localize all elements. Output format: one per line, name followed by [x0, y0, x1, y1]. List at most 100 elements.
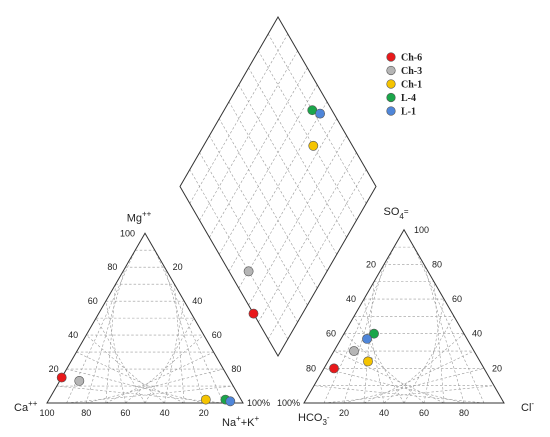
- anion-grid-d2: [323, 385, 495, 404]
- point-ch-1-anion: [363, 356, 373, 367]
- diamond-grid-a: [218, 84, 318, 255]
- anion-grid-d2: [403, 316, 455, 404]
- legend-label-ch-6: Ch-6: [401, 53, 422, 64]
- diamond-grid-a: [199, 50, 298, 221]
- bicarbonate-axis-label: HCO3-: [298, 412, 330, 427]
- cation-bottom-tick: 20: [199, 408, 209, 418]
- diamond-field: [179, 16, 377, 357]
- diamond-grid-a: [209, 67, 308, 238]
- cation-corner-100-label: 100%: [247, 398, 270, 408]
- point-ch-6-diamond: [248, 308, 259, 319]
- diamond-grid-b: [209, 135, 308, 306]
- cation-grid-d1: [95, 317, 146, 404]
- cation-right-tick: 60: [212, 330, 222, 340]
- diamond-grid-b: [228, 101, 328, 272]
- diamond-grid-b: [248, 67, 347, 238]
- anion-grid-d2: [413, 246, 485, 404]
- cation-right-tick: 40: [192, 296, 202, 306]
- point-l-1-diamond: [315, 108, 325, 119]
- diamond-grid-b: [267, 33, 367, 204]
- cation-grid-d1: [86, 334, 165, 404]
- legend-swatch-ch-3: [386, 65, 396, 76]
- anion-grid-d2: [363, 350, 475, 404]
- point-ch-3-anion: [349, 346, 359, 356]
- anion-right-tick: 100: [414, 225, 429, 235]
- point-ch-6-cation: [56, 372, 67, 383]
- anion-left-tick: 20: [366, 259, 376, 269]
- cation-grid-d1: [76, 351, 185, 404]
- anion-left-tick: 80: [306, 363, 316, 373]
- cation-grid-d2: [174, 284, 185, 404]
- legend-label-ch-1: Ch-1: [401, 80, 422, 91]
- data-points: [56, 105, 379, 407]
- diamond-grid-a: [189, 33, 289, 204]
- diamond-grid-b: [189, 169, 289, 340]
- point-l-1-anion: [362, 333, 372, 344]
- grid-lines: [56, 33, 495, 404]
- magnesium-axis-label: Mg++: [127, 209, 152, 224]
- diamond-grid-b: [218, 118, 318, 289]
- cation-triangle: [46, 232, 244, 404]
- anion-grid-d2: [423, 264, 465, 404]
- legend-swatch-ch-1: [386, 79, 396, 89]
- cation-grid-d2: [86, 368, 224, 404]
- cation-grid-d2: [144, 317, 195, 404]
- anion-right-tick: 40: [472, 329, 482, 339]
- diamond-grid-b: [258, 50, 357, 221]
- cation-grid-d2: [125, 334, 204, 404]
- cation-grid-d1: [56, 385, 224, 404]
- diamond-grid-b: [238, 84, 338, 255]
- anion-corner-100-label: 100%: [277, 398, 300, 408]
- legend-swatch-ch-6: [386, 52, 396, 62]
- cation-right-tick: 80: [231, 364, 241, 374]
- anion-bottom-tick: 40: [379, 408, 389, 418]
- cation-left-tick: 60: [88, 296, 98, 306]
- cation-grid-d1: [85, 267, 126, 404]
- sodium-potassium-axis-label: Na++K+: [222, 414, 260, 429]
- point-ch-1-diamond: [308, 140, 319, 151]
- calcium-axis-label: Ca++: [14, 399, 38, 414]
- anion-left-tick: 60: [326, 329, 336, 339]
- anion-grid-d1: [323, 368, 465, 404]
- anion-grid-d1: [333, 350, 445, 404]
- point-ch-1-cation: [200, 394, 211, 405]
- anion-grid-d1: [353, 316, 405, 404]
- diamond-grid-a: [267, 169, 367, 340]
- sulfate-axis-label: SO4=: [383, 206, 408, 221]
- legend-swatch-l-4: [386, 92, 396, 103]
- tick-labels: 100 80 60 40 20 100% 20 40 60 80 100 80 60 40 20 20 40 60…: [39, 225, 502, 418]
- diamond-grid-b: [199, 152, 298, 323]
- anion-triangle: [303, 228, 505, 404]
- diamond-grid-a: [238, 118, 338, 289]
- cation-left-tick: 40: [68, 330, 78, 340]
- anion-right-tick: 80: [432, 259, 442, 269]
- anion-right-tick: 60: [452, 294, 462, 304]
- cation-grid-d2: [66, 385, 234, 404]
- legend-swatch-l-1: [386, 106, 396, 116]
- legend-label-l-1: L-1: [401, 107, 416, 118]
- cation-bottom-tick: 100: [39, 408, 54, 418]
- point-l-1-cation: [225, 396, 236, 407]
- chloride-axis-label: Cl-: [521, 399, 534, 414]
- diamond-grid-a: [228, 101, 328, 272]
- cation-bottom-tick: 40: [160, 408, 170, 418]
- legend: Ch-6 Ch-3 Ch-1 L-4 L-1: [386, 52, 422, 118]
- cation-grid-d2: [154, 250, 224, 404]
- point-ch-3-diamond: [243, 266, 254, 277]
- cation-left-tick: 20: [49, 364, 59, 374]
- point-ch-6-anion: [329, 363, 339, 374]
- cation-left-tick: 80: [107, 262, 117, 272]
- anion-bottom-tick: 20: [339, 408, 349, 418]
- anion-bottom-tick: 60: [419, 408, 429, 418]
- legend-label-ch-3: Ch-3: [401, 66, 422, 77]
- point-ch-3-cation: [74, 375, 85, 386]
- axis-labels: Ca++ Mg++ Na++K+ HCO3- SO4= Cl-: [14, 206, 534, 429]
- cation-right-tick: 20: [173, 262, 183, 272]
- anion-bottom-tick: 80: [459, 408, 469, 418]
- legend-label-l-4: L-4: [401, 93, 416, 104]
- cation-bottom-tick: 80: [81, 408, 91, 418]
- cation-grid-d2: [164, 267, 205, 404]
- point-l-4-anion: [369, 328, 379, 339]
- anion-left-tick: 40: [346, 294, 356, 304]
